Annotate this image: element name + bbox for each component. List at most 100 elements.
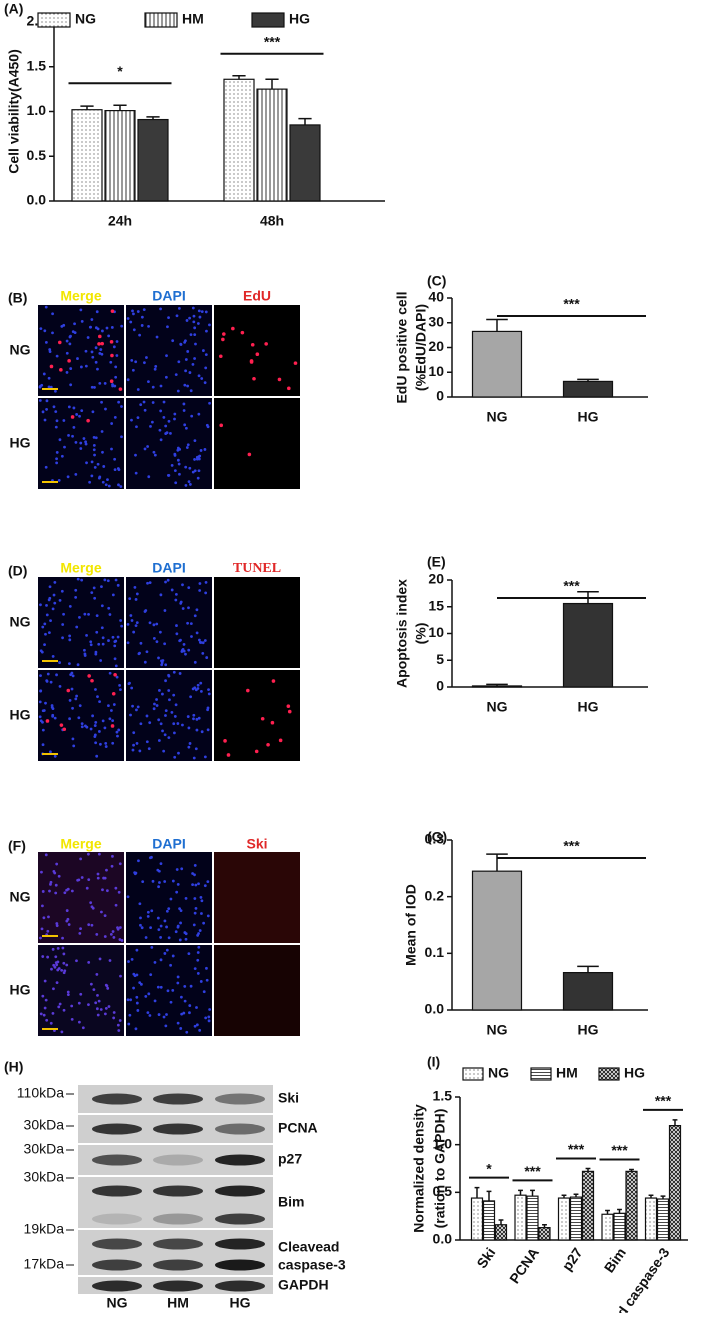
nucleus <box>51 713 55 717</box>
nucleus <box>147 325 150 328</box>
nucleus <box>127 682 131 686</box>
nucleus <box>191 470 195 474</box>
error-bar <box>577 965 599 973</box>
nucleus <box>197 455 201 459</box>
nucleus <box>60 589 64 593</box>
x-tick-label: HG <box>578 1022 599 1038</box>
nucleus <box>159 958 163 962</box>
nucleus <box>173 755 177 759</box>
nucleus <box>47 631 51 635</box>
stained-cell <box>97 342 101 346</box>
nucleus <box>89 643 93 647</box>
nucleus <box>129 320 133 324</box>
nucleus <box>189 695 193 699</box>
nucleus <box>188 316 191 320</box>
y-tick-label: 30 <box>428 313 444 329</box>
nucleus <box>191 362 195 366</box>
nucleus <box>51 331 54 335</box>
x-tick-label: p27 <box>559 1244 586 1273</box>
nucleus <box>73 322 76 326</box>
nucleus <box>80 365 83 369</box>
nucleus <box>57 874 61 878</box>
nucleus <box>135 948 139 952</box>
nucleus <box>164 679 167 683</box>
nucleus <box>40 927 44 931</box>
nucleus <box>164 1024 168 1028</box>
nucleus <box>186 621 189 625</box>
nucleus <box>110 447 113 451</box>
error-bar <box>298 117 312 125</box>
nucleus <box>79 308 83 312</box>
nucleus <box>163 642 167 646</box>
nucleus <box>176 975 180 979</box>
nucleus <box>56 968 60 972</box>
nucleus <box>172 693 176 697</box>
nucleus <box>90 591 94 595</box>
nucleus <box>206 708 210 712</box>
nucleus <box>189 622 193 626</box>
nucleus <box>119 619 123 622</box>
significance-label: *** <box>655 1093 672 1109</box>
nucleus <box>152 707 156 711</box>
blot-band <box>92 1154 142 1166</box>
stained-cell <box>66 688 71 693</box>
nucleus <box>48 889 51 893</box>
nucleus <box>138 333 142 337</box>
nucleus <box>83 612 87 616</box>
nucleus <box>162 415 166 419</box>
y-tick-label: 0.0 <box>27 192 47 208</box>
nucleus <box>94 688 97 691</box>
nucleus <box>133 871 137 875</box>
nucleus <box>126 317 130 320</box>
nucleus <box>95 1007 99 1011</box>
nucleus <box>49 750 52 754</box>
nucleus <box>193 897 197 900</box>
nucleus <box>185 1030 189 1034</box>
nucleus <box>107 1005 111 1008</box>
x-tick-label: Bim <box>601 1245 629 1276</box>
nucleus <box>97 999 101 1003</box>
nucleus <box>55 354 59 358</box>
nucleus <box>112 1011 116 1014</box>
nucleus <box>117 890 121 894</box>
y-tick-label: 1.5 <box>27 57 47 73</box>
nucleus <box>129 998 133 1002</box>
nucleus <box>159 985 163 989</box>
nucleus <box>84 440 88 444</box>
y-tick-label: 15 <box>428 597 444 613</box>
nucleus <box>171 879 175 883</box>
nucleus <box>205 329 208 333</box>
nucleus <box>87 1003 90 1007</box>
nucleus <box>49 385 53 389</box>
nucleus <box>79 857 83 861</box>
nucleus <box>39 649 43 653</box>
nucleus <box>148 1014 152 1017</box>
nucleus <box>101 480 105 484</box>
nucleus <box>90 474 94 478</box>
y-tick-label: 0.3 <box>425 831 445 847</box>
nucleus <box>115 730 119 734</box>
micrograph <box>214 945 300 1036</box>
nucleus <box>79 441 83 445</box>
error-bar <box>660 1195 666 1200</box>
stained-cell <box>111 691 116 696</box>
nucleus <box>166 578 170 582</box>
nucleus <box>157 656 160 660</box>
nucleus <box>138 749 142 753</box>
nucleus <box>184 896 188 900</box>
nucleus <box>103 1012 107 1016</box>
nucleus <box>95 614 99 618</box>
column-header: Merge <box>60 288 101 304</box>
nucleus <box>195 717 199 721</box>
stained-cell <box>226 753 231 757</box>
nucleus <box>143 447 147 451</box>
nucleus <box>193 660 197 664</box>
nucleus <box>92 448 96 452</box>
micrograph <box>38 577 124 668</box>
nucleus <box>204 580 208 584</box>
nucleus <box>185 319 189 322</box>
nucleus <box>180 1012 184 1016</box>
column-header: Ski <box>246 836 267 852</box>
stained-cell <box>240 330 245 335</box>
nucleus <box>40 383 44 387</box>
